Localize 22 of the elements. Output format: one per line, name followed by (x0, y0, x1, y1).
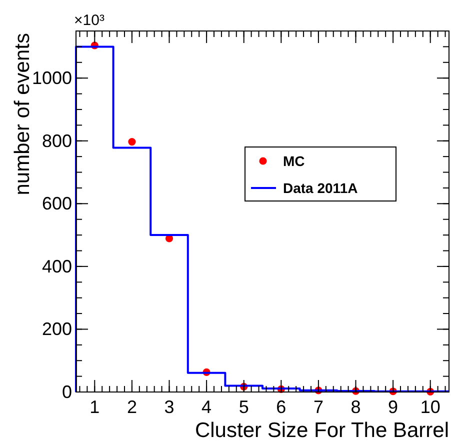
x-tick-label: 8 (350, 397, 361, 417)
x-tick-label: 9 (388, 397, 398, 417)
y-tick-label: 400 (42, 256, 72, 276)
x-tick-label: 3 (164, 397, 174, 417)
x-tick-label: 7 (313, 397, 324, 417)
y-tick-label: 1000 (32, 68, 72, 88)
y-tick-label: 0 (62, 382, 72, 402)
legend-label: Data 2011A (283, 180, 358, 196)
x-tick-label: 10 (420, 397, 440, 417)
y-tick-label: 600 (42, 194, 72, 214)
text: ×10³ (74, 12, 104, 29)
point (128, 138, 136, 146)
x-tick-label: 4 (202, 397, 212, 417)
y-tick-label: 800 (42, 130, 72, 151)
y-tick-label: 200 (42, 319, 72, 340)
legend-label: MC (283, 153, 305, 169)
x-tick-label: 6 (276, 397, 286, 417)
x-tick-label: 1 (90, 397, 100, 417)
x-axis-title: Cluster Size For The Barrel (194, 419, 449, 442)
y-axis-title: number of events (11, 33, 34, 196)
x-tick-label: 5 (238, 397, 249, 417)
x-tick-label: 2 (126, 397, 137, 417)
